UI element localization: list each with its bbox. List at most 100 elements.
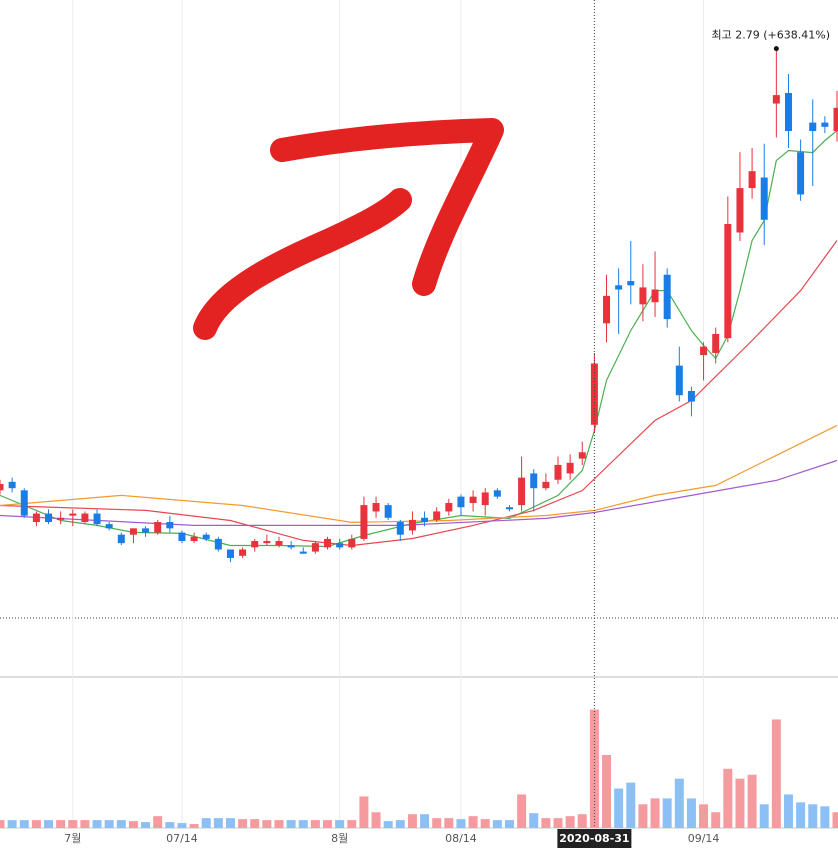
volume-bar bbox=[541, 818, 551, 828]
candle-body bbox=[336, 543, 344, 548]
volume-bar bbox=[383, 821, 393, 828]
candle-body bbox=[324, 538, 332, 548]
candle-body bbox=[396, 522, 404, 535]
candle-body bbox=[687, 390, 695, 402]
candle-body bbox=[93, 513, 101, 525]
high-marker bbox=[773, 46, 779, 52]
volume-bar bbox=[92, 820, 102, 828]
candle-body bbox=[651, 289, 659, 303]
candle-body bbox=[736, 188, 744, 233]
volume-bar bbox=[723, 768, 733, 828]
volume-bar bbox=[407, 814, 417, 828]
volume-bar bbox=[31, 820, 41, 828]
candle-body bbox=[554, 464, 562, 480]
volume-bar bbox=[602, 754, 612, 828]
candle-body bbox=[809, 122, 817, 132]
volume-bar bbox=[492, 820, 502, 828]
candle-body bbox=[603, 295, 611, 324]
volume-bar bbox=[250, 819, 260, 828]
candle-body bbox=[639, 287, 647, 305]
candle-body bbox=[142, 528, 150, 533]
volume-bar bbox=[638, 804, 648, 828]
moving-average-line bbox=[0, 424, 838, 524]
candle-body bbox=[675, 365, 683, 396]
candle-body bbox=[239, 549, 247, 556]
candle-body bbox=[299, 551, 307, 554]
volume-bar bbox=[565, 816, 575, 828]
volume-bar bbox=[674, 778, 684, 828]
volume-bar bbox=[529, 813, 539, 828]
volume-bar bbox=[468, 816, 478, 828]
volume-bar bbox=[395, 820, 405, 828]
volume-bar bbox=[80, 820, 90, 828]
candle-body bbox=[372, 502, 380, 512]
volume-bar bbox=[662, 798, 672, 828]
candle-body bbox=[32, 513, 40, 523]
candle-body bbox=[348, 538, 356, 548]
volume-bar bbox=[298, 820, 308, 828]
volume-bar bbox=[444, 818, 454, 828]
candle-body bbox=[275, 541, 283, 546]
volume-bar bbox=[347, 820, 357, 828]
volume-bar bbox=[771, 719, 781, 828]
candle-body bbox=[615, 285, 623, 290]
x-tick-label: 7월 bbox=[64, 832, 81, 845]
moving-average-line bbox=[0, 130, 838, 548]
volume-bar bbox=[19, 820, 29, 828]
high-annotation: 최고 2.79 (+638.41%) bbox=[712, 29, 830, 42]
volume-bar bbox=[128, 821, 138, 828]
volume-bar bbox=[735, 778, 745, 828]
candle-body bbox=[69, 513, 77, 516]
candle-body bbox=[45, 513, 53, 523]
candle-body bbox=[421, 517, 429, 523]
candle-body bbox=[8, 481, 16, 489]
candle-body bbox=[190, 536, 198, 542]
candle-body bbox=[505, 507, 513, 510]
candle-body bbox=[214, 538, 222, 550]
volume-bar bbox=[504, 820, 514, 828]
candle-body bbox=[797, 152, 805, 195]
volume-bar bbox=[310, 820, 320, 828]
volume-bar bbox=[650, 798, 660, 828]
candle-body bbox=[481, 492, 489, 506]
candle-body bbox=[20, 490, 28, 516]
volume-bar bbox=[783, 794, 793, 828]
candle-body bbox=[433, 511, 441, 520]
volume-bar bbox=[201, 818, 211, 828]
candle-body bbox=[578, 452, 586, 459]
candle-body bbox=[712, 333, 720, 353]
volume-bar bbox=[141, 822, 151, 828]
volume-bar bbox=[323, 820, 333, 828]
volume-bar bbox=[796, 802, 806, 828]
candle-body bbox=[287, 545, 295, 548]
candle-body bbox=[81, 513, 89, 523]
volume-bar bbox=[456, 819, 466, 828]
volume-bar bbox=[335, 820, 345, 828]
volume-bar bbox=[225, 818, 235, 828]
volume-bar bbox=[820, 806, 830, 828]
volume-bar bbox=[686, 798, 696, 828]
volume-bar bbox=[759, 804, 769, 828]
candle-body bbox=[700, 346, 708, 356]
candle-body bbox=[833, 107, 838, 132]
candle-body bbox=[445, 502, 453, 512]
candle-body bbox=[590, 363, 598, 425]
candle-body bbox=[748, 171, 756, 189]
candle-body bbox=[663, 274, 671, 320]
volume-bar bbox=[747, 774, 757, 828]
candle-body bbox=[384, 505, 392, 518]
candle-body bbox=[518, 477, 526, 506]
volume-bar bbox=[56, 820, 66, 828]
candle-body bbox=[178, 532, 186, 542]
x-tick-label: 08/14 bbox=[445, 832, 477, 845]
volume-bar bbox=[104, 820, 114, 828]
moving-average-line bbox=[0, 459, 838, 526]
volume-bar bbox=[626, 782, 636, 828]
candle-body bbox=[311, 543, 319, 552]
candle-body bbox=[0, 483, 4, 491]
candle-body bbox=[408, 519, 416, 531]
candle-body bbox=[57, 517, 65, 520]
candle-body bbox=[154, 522, 162, 533]
